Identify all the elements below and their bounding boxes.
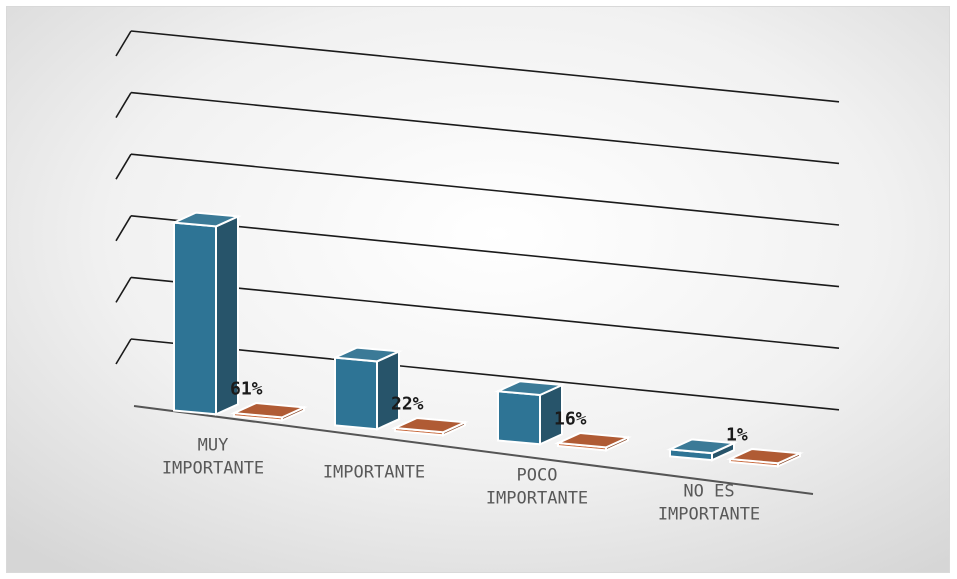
floor-edge: [133, 405, 814, 495]
gridline-side: [115, 153, 132, 180]
category-label: IMPORTANTE: [323, 463, 425, 483]
bar-top-0-1: [331, 346, 403, 363]
bar-top-0-3: [666, 438, 738, 455]
bar-top-1-3: [726, 447, 804, 465]
bar-side-0-1: [376, 349, 400, 431]
category-label: POCO IMPORTANTE: [486, 466, 588, 509]
gridline: [130, 30, 840, 103]
bar-top-1-2: [554, 432, 632, 449]
gridline: [130, 338, 840, 411]
data-label: 16%: [554, 409, 587, 430]
bar-0-1: [334, 356, 378, 431]
bar-chart-3d: 61% MUY IMPORTANTE 22% IMPORTANTE 16% POCO IMPO…: [7, 7, 949, 572]
gridline: [130, 153, 840, 226]
bar-top-0-2: [494, 380, 566, 397]
chart-container: 61% MUY IMPORTANTE 22% IMPORTANTE 16% POCO IMPO…: [6, 6, 950, 573]
bar-top-0-0: [170, 211, 242, 228]
category-label: NO ES IMPORTANTE: [658, 482, 760, 525]
gridline-side: [115, 276, 132, 303]
gridline: [130, 91, 840, 165]
gridline-side: [115, 92, 132, 119]
chart-background: [7, 7, 949, 572]
gridline: [130, 276, 840, 349]
bar-0-2: [497, 390, 541, 446]
gridline-side: [115, 215, 132, 242]
data-label: 22%: [391, 394, 424, 415]
gridline-side: [115, 30, 132, 57]
gridline: [130, 215, 840, 288]
bar-0-0: [173, 221, 217, 416]
data-label: 61%: [230, 379, 263, 400]
category-label: MUY IMPORTANTE: [162, 436, 264, 479]
gridline-side: [115, 338, 132, 365]
data-label: 1%: [726, 425, 748, 446]
bar-top-1-0: [230, 402, 308, 419]
bar-top-1-1: [391, 416, 469, 434]
